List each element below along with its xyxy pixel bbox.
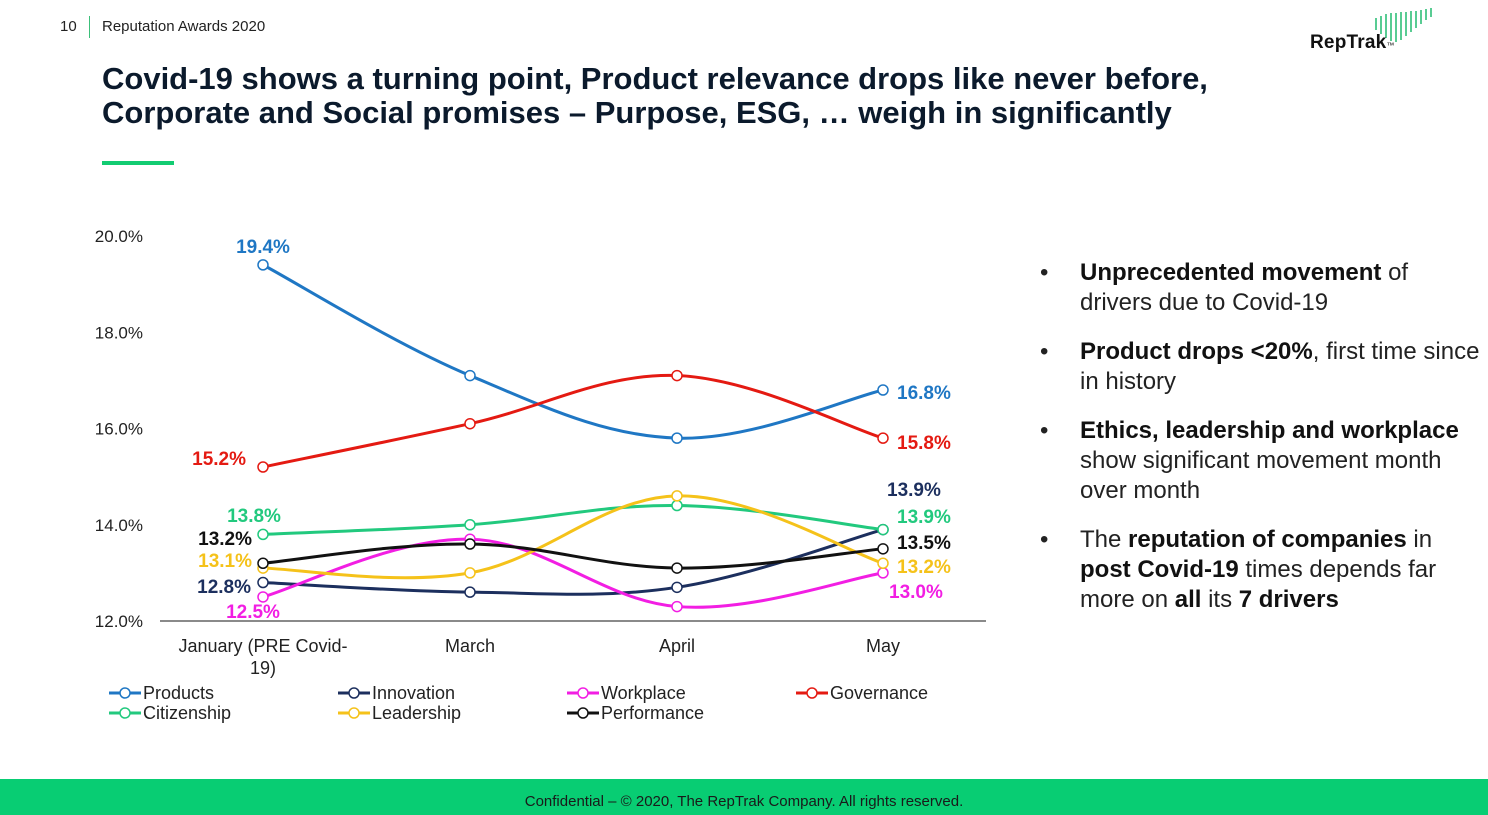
page-title: Covid-19 shows a turning point, Product … (102, 62, 1402, 130)
data-label-citizenship: 13.8% (227, 506, 281, 527)
data-label-products: 19.4% (236, 237, 290, 258)
data-label-performance: 13.5% (897, 533, 951, 554)
data-point-citizenship (671, 499, 683, 512)
data-point-citizenship (464, 519, 476, 531)
y-tick-label: 16.0% (95, 420, 143, 439)
header-divider (89, 16, 90, 38)
data-label-governance: 15.8% (897, 433, 951, 454)
data-point-performance (464, 538, 476, 550)
data-point-workplace (877, 567, 889, 579)
data-point-governance (464, 417, 476, 430)
legend-label-citizenship: Citizenship (143, 703, 231, 723)
page-number: 10 (60, 18, 77, 35)
bullet-dot: • (1040, 417, 1049, 444)
x-tick-label: March (445, 636, 495, 656)
data-point-leadership (877, 557, 889, 569)
bullet-item: • Ethics, leadership and workplace show s… (1040, 417, 1459, 504)
data-point-products (877, 384, 889, 396)
bullet-item: • Product drops <20%, first time since in… (1040, 338, 1480, 395)
series-line-citizenship (262, 503, 884, 536)
data-point-workplace (671, 600, 683, 613)
data-label-innovation: 13.9% (887, 480, 941, 501)
legend-label-governance: Governance (830, 683, 928, 703)
data-point-performance (877, 543, 889, 555)
reptrak-logo: RepTrak™ (1310, 8, 1440, 56)
legend-marker-innovation (348, 687, 360, 699)
data-label-performance: 13.2% (198, 529, 252, 550)
data-label-governance: 15.2% (192, 449, 246, 470)
title-line-2: Corporate and Social promises – Purpose,… (102, 95, 1172, 130)
legend-label-performance: Performance (601, 703, 704, 723)
data-label-citizenship: 13.9% (897, 507, 951, 528)
data-point-performance (257, 557, 269, 569)
legend-label-innovation: Innovation (372, 683, 455, 703)
data-point-products (257, 259, 269, 271)
data-point-leadership (464, 567, 476, 579)
y-tick-label: 12.0% (95, 612, 143, 631)
bullet-dot: • (1040, 526, 1049, 553)
legend-label-leadership: Leadership (372, 703, 461, 723)
bullet-item: • The reputation of companies in post Cov… (1040, 526, 1437, 613)
data-point-performance (671, 562, 683, 574)
key-findings-list: • Unprecedented movement of drivers due t… (1040, 258, 1480, 634)
footer-bar: Confidential – © 2020, The RepTrak Compa… (0, 779, 1488, 815)
bullet-item: • Unprecedented movement of drivers due t… (1040, 259, 1409, 316)
series-line-products (262, 263, 884, 440)
logo-bars-icon (1375, 8, 1432, 42)
data-point-citizenship (877, 523, 889, 536)
bullet-dot: • (1040, 259, 1049, 286)
data-label-workplace: 12.5% (226, 602, 280, 623)
x-tick-label: April (659, 636, 695, 656)
data-point-governance (257, 461, 269, 473)
x-tick-label: January (PRE Covid-19) (178, 636, 347, 678)
legend-marker-citizenship (119, 707, 131, 719)
footer-text: Confidential – © 2020, The RepTrak Compa… (524, 793, 964, 810)
x-tick-label: May (866, 636, 900, 656)
legend-label-workplace: Workplace (601, 683, 686, 703)
bullet-dot: • (1040, 338, 1049, 365)
data-point-workplace (257, 591, 269, 603)
series-line-workplace (262, 537, 884, 609)
data-label-workplace: 13.0% (889, 582, 943, 603)
data-point-products (671, 432, 683, 444)
legend-label-products: Products (143, 683, 214, 703)
series-line-innovation (262, 528, 884, 596)
data-label-innovation: 12.8% (197, 577, 251, 598)
y-tick-label: 14.0% (95, 516, 143, 535)
data-label-leadership: 13.2% (897, 557, 951, 578)
data-point-governance (877, 432, 889, 444)
legend-marker-leadership (348, 707, 360, 719)
logo-text: RepTrak™ (1310, 32, 1395, 53)
deck-title: Reputation Awards 2020 (102, 18, 266, 35)
title-line-1: Covid-19 shows a turning point, Product … (102, 61, 1208, 96)
legend-marker-workplace (577, 687, 589, 699)
data-point-innovation (671, 581, 683, 594)
data-point-innovation (257, 576, 269, 589)
legend-marker-products (119, 687, 131, 699)
data-point-leadership (671, 490, 683, 502)
legend-marker-governance (806, 687, 818, 699)
data-point-governance (671, 369, 683, 382)
series-line-performance (262, 542, 884, 570)
title-accent-bar (102, 161, 174, 165)
y-tick-label: 18.0% (95, 323, 143, 342)
data-label-products: 16.8% (897, 383, 951, 404)
data-point-products (464, 369, 476, 382)
series-line-leadership (262, 494, 884, 580)
data-point-innovation (464, 586, 476, 598)
data-label-leadership: 13.1% (198, 551, 252, 572)
series-line-governance (262, 374, 884, 469)
line-chart: 12.0% 14.0% 16.0% 18.0% 20.0% January (PRE Co… (95, 227, 986, 723)
y-tick-label: 20.0% (95, 227, 143, 246)
legend-marker-performance (577, 707, 589, 719)
data-point-citizenship (257, 528, 269, 541)
